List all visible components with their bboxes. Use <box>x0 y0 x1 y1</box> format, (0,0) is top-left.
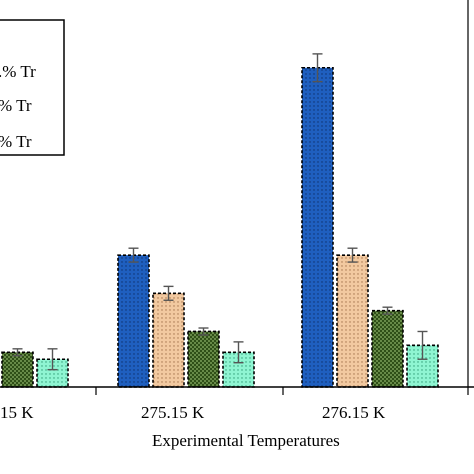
bar-series-3-cat-2 <box>187 330 220 388</box>
x-axis-title: Experimental Temperatures <box>152 431 340 450</box>
error-bar-series-3-cat-3 <box>382 306 393 315</box>
bars-layer <box>1 66 439 388</box>
legend-label-3: % Tr <box>0 132 32 151</box>
error-bar-series-4-cat-3 <box>417 330 428 360</box>
x-tick-label-1: 15 K <box>0 403 34 422</box>
legend-label-2: % Tr <box>0 96 32 115</box>
bar-series-1-cat-3 <box>301 66 334 388</box>
x-axis: 15 K 275.15 K 276.15 K Experimental Temp… <box>0 0 474 450</box>
error-bar-series-2-cat-2 <box>163 285 174 301</box>
error-bar-series-1-cat-2 <box>128 247 139 263</box>
bar-series-3-cat-3 <box>371 309 404 388</box>
bar-series-3-cat-1 <box>1 351 34 388</box>
error-bars-layer <box>12 53 428 371</box>
x-tick-label-2: 275.15 K <box>141 403 205 422</box>
x-tick-label-3: 276.15 K <box>322 403 386 422</box>
error-bar-series-4-cat-2 <box>233 341 244 364</box>
legend-label-1: .% Tr <box>0 62 36 81</box>
bar-series-1-cat-2 <box>117 254 150 388</box>
bar-series-2-cat-2 <box>152 292 185 388</box>
error-bar-series-2-cat-3 <box>347 247 358 263</box>
error-bar-series-4-cat-1 <box>47 348 58 371</box>
legend-frame <box>0 19 65 156</box>
bar-series-2-cat-3 <box>336 254 369 388</box>
error-bar-series-3-cat-2 <box>198 327 209 336</box>
legend-box: .% Tr % Tr % Tr <box>0 19 65 156</box>
error-bar-series-3-cat-1 <box>12 348 23 357</box>
error-bar-series-1-cat-3 <box>312 53 323 83</box>
